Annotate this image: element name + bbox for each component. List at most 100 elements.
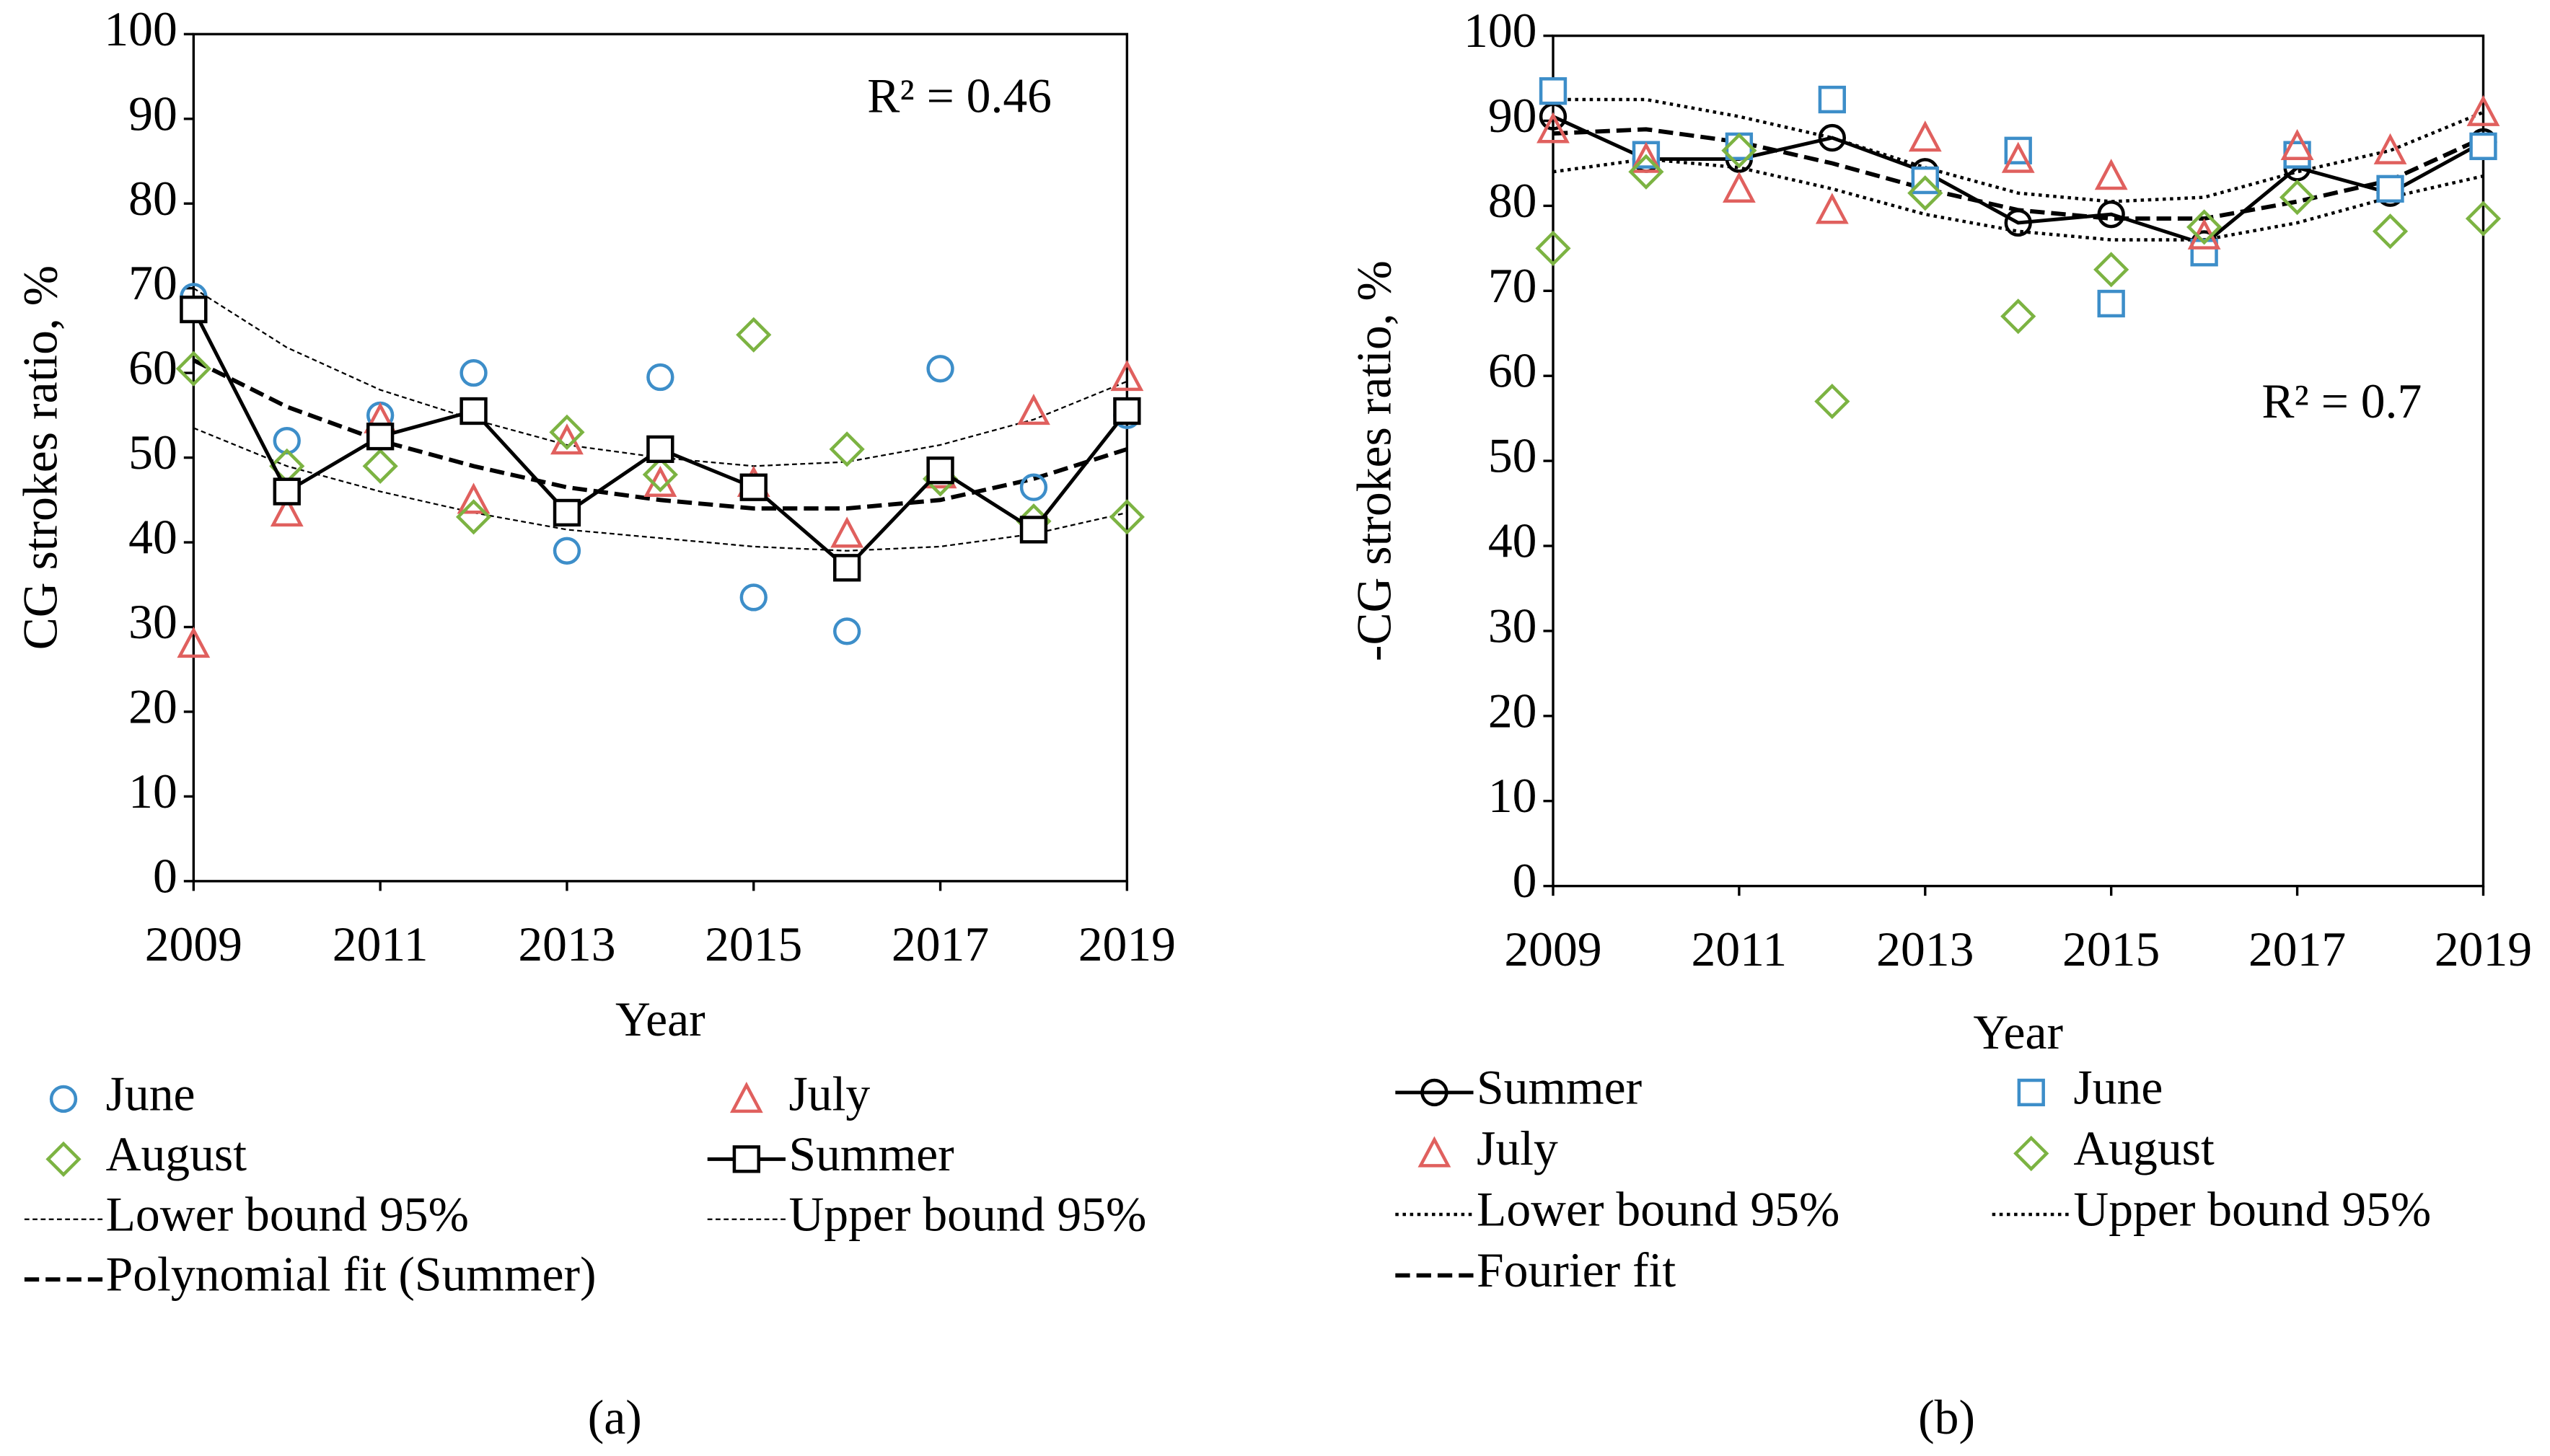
- legend-marker: [732, 1145, 760, 1173]
- chart-panel: 0 10 20 30 40 50 60 70 80 90 100 2009 2011 2013 2015 20…: [14, 2, 1176, 1444]
- legend-label: August: [106, 1127, 247, 1181]
- x-axis-title: Year: [1973, 1005, 2063, 1059]
- x-tick-label: 2013: [518, 917, 615, 971]
- y-tick-label: 30: [128, 595, 177, 649]
- marker-square: [1539, 77, 1568, 105]
- marker-square: [1725, 132, 1754, 161]
- marker-square: [1019, 516, 1048, 544]
- marker-square: [832, 554, 861, 582]
- legend-marker: [2013, 1135, 2049, 1172]
- panel-label: (b): [1918, 1390, 1975, 1444]
- y-tick-label: 60: [1488, 344, 1537, 398]
- marker-square: [2097, 289, 2125, 318]
- marker-triangle: [1536, 112, 1570, 144]
- marker-triangle: [1017, 394, 1050, 425]
- marker-diamond: [1907, 175, 1943, 211]
- marker-diamond: [2465, 200, 2502, 237]
- marker-triangle: [830, 516, 864, 548]
- y-tick-label: 0: [153, 849, 177, 903]
- marker-diamond: [2372, 213, 2409, 250]
- legend-label: Fourier fit: [1477, 1243, 1676, 1297]
- y-tick-label: 70: [128, 256, 177, 310]
- y-tick-label: 20: [1488, 684, 1537, 738]
- x-tick-label: 2011: [333, 917, 428, 971]
- marker-square: [2376, 175, 2404, 203]
- marker-diamond: [1109, 499, 1145, 535]
- marker-diamond: [1814, 383, 1850, 420]
- marker-diamond: [2000, 299, 2036, 335]
- marker-circle: [1019, 473, 1048, 501]
- marker-diamond: [642, 456, 678, 493]
- y-tick-label: 20: [128, 679, 177, 733]
- marker-triangle: [177, 627, 211, 658]
- y-tick-label: 10: [128, 764, 177, 819]
- legend-marker: [1417, 1136, 1451, 1168]
- legend-label: Upper bound 95%: [788, 1187, 1146, 1241]
- x-tick-label: 2015: [705, 917, 802, 971]
- y-tick-label: 10: [1488, 769, 1537, 823]
- series-line: [1552, 115, 2484, 247]
- marker-diamond: [549, 414, 585, 450]
- marker-triangle: [1908, 120, 1942, 152]
- marker-circle: [553, 537, 581, 565]
- legend-label: Lower bound 95%: [1477, 1183, 1839, 1237]
- marker-diamond: [1628, 154, 1664, 190]
- legend-label: June: [2073, 1060, 2163, 1114]
- series-line: [193, 358, 1128, 511]
- marker-triangle: [2094, 159, 2128, 190]
- legend-label: July: [788, 1067, 870, 1121]
- marker-square: [646, 435, 674, 464]
- marker-triangle: [1722, 171, 1756, 203]
- series-line: [1552, 157, 2484, 242]
- y-tick-label: 100: [104, 2, 177, 56]
- x-tick-label: 2015: [2062, 922, 2160, 976]
- marker-triangle: [270, 495, 304, 527]
- x-tick-label: 2009: [145, 917, 242, 971]
- marker-diamond: [736, 317, 772, 353]
- marker-square: [553, 498, 581, 527]
- marker-square: [739, 473, 768, 501]
- marker-triangle: [1630, 141, 1663, 173]
- legend-label: June: [106, 1067, 195, 1121]
- annotation: R² = 0.46: [867, 69, 1052, 123]
- y-tick-label: 90: [128, 87, 177, 141]
- marker-circle: [832, 617, 861, 645]
- y-tick-label: 80: [1488, 174, 1537, 228]
- marker-diamond: [175, 350, 211, 387]
- y-axis-title: -CG strokes ratio, %: [1347, 260, 1401, 661]
- legend-marker: [1420, 1078, 1448, 1107]
- x-tick-label: 2013: [1876, 922, 1974, 976]
- marker-square: [2469, 132, 2497, 161]
- x-tick-label: 2019: [2435, 922, 2532, 976]
- marker-diamond: [2186, 209, 2223, 245]
- legend-label: Summer: [788, 1127, 954, 1181]
- marker-square: [926, 456, 954, 485]
- y-tick-label: 40: [128, 511, 177, 565]
- marker-square: [1911, 166, 1939, 195]
- legend-label: Summer: [1477, 1060, 1642, 1114]
- marker-circle: [646, 363, 674, 392]
- marker-triangle: [2001, 141, 2035, 173]
- marker-triangle: [2466, 94, 2500, 126]
- marker-square: [366, 423, 395, 451]
- series-line: [193, 287, 1127, 467]
- y-tick-label: 40: [1488, 514, 1537, 568]
- x-tick-label: 2017: [892, 917, 989, 971]
- series-line: [193, 427, 1127, 552]
- marker-square: [1113, 397, 1141, 425]
- panel-label: (a): [588, 1390, 642, 1444]
- series-line: [1552, 97, 2484, 203]
- marker-triangle: [1110, 360, 1144, 392]
- x-tick-label: 2019: [1078, 917, 1176, 971]
- marker-diamond: [829, 431, 865, 467]
- marker-triangle: [2280, 128, 2314, 161]
- y-tick-label: 70: [1488, 259, 1537, 313]
- marker-diamond: [455, 499, 492, 535]
- marker-diamond: [362, 448, 398, 484]
- y-tick-label: 0: [1513, 854, 1537, 908]
- x-tick-label: 2011: [1692, 922, 1788, 976]
- legend-label: Lower bound 95%: [106, 1187, 469, 1241]
- x-tick-label: 2017: [2248, 922, 2346, 976]
- marker-diamond: [2279, 180, 2316, 216]
